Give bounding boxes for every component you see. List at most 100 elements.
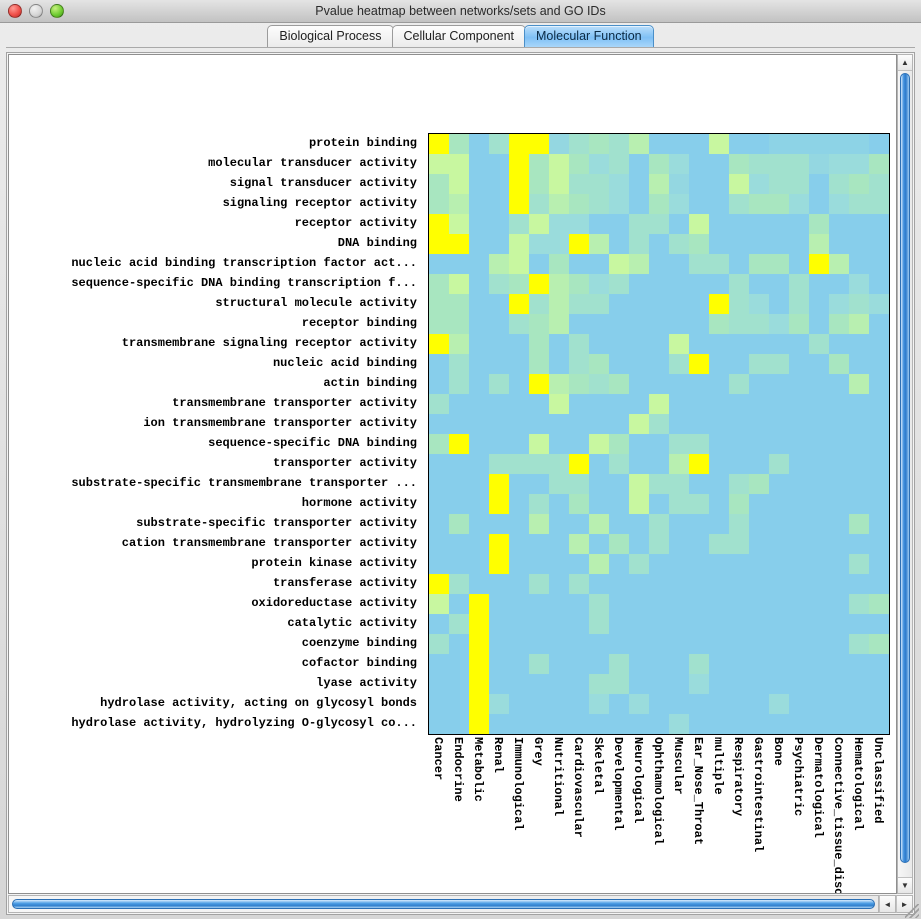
heatmap-cell[interactable] [549,154,569,174]
heatmap-cell[interactable] [549,474,569,494]
heatmap-cell[interactable] [529,414,549,434]
heatmap-cell[interactable] [809,654,829,674]
heatmap-cell[interactable] [809,714,829,734]
heatmap-cell[interactable] [609,414,629,434]
heatmap-cell[interactable] [589,714,609,734]
heatmap-cell[interactable] [589,494,609,514]
heatmap-cell[interactable] [769,694,789,714]
heatmap-cell[interactable] [649,714,669,734]
heatmap-cell[interactable] [689,174,709,194]
heatmap-cell[interactable] [489,534,509,554]
heatmap-cell[interactable] [709,694,729,714]
heatmap-cell[interactable] [509,614,529,634]
heatmap-cell[interactable] [789,174,809,194]
heatmap-cell[interactable] [469,334,489,354]
heatmap-cell[interactable] [809,254,829,274]
heatmap-cell[interactable] [769,674,789,694]
heatmap-cell[interactable] [869,174,889,194]
heatmap-cell[interactable] [869,594,889,614]
heatmap-cell[interactable] [729,394,749,414]
heatmap-cell[interactable] [829,554,849,574]
heatmap-cell[interactable] [709,314,729,334]
heatmap-cell[interactable] [609,354,629,374]
heatmap-cell[interactable] [509,494,529,514]
heatmap-cell[interactable] [789,614,809,634]
heatmap-cell[interactable] [789,634,809,654]
heatmap-cell[interactable] [809,314,829,334]
heatmap-cell[interactable] [569,314,589,334]
heatmap-cell[interactable] [689,654,709,674]
heatmap-cell[interactable] [429,394,449,414]
heatmap-cell[interactable] [469,314,489,334]
heatmap-cell[interactable] [569,494,589,514]
heatmap-cell[interactable] [749,554,769,574]
horizontal-scrollbar[interactable]: ◄ ► [8,895,913,913]
heatmap-cell[interactable] [569,174,589,194]
heatmap-cell[interactable] [869,334,889,354]
heatmap-cell[interactable] [649,134,669,154]
heatmap-cell[interactable] [629,314,649,334]
heatmap-cell[interactable] [729,414,749,434]
heatmap-cell[interactable] [709,374,729,394]
heatmap-cell[interactable] [569,454,589,474]
heatmap-cell[interactable] [569,534,589,554]
heatmap-cell[interactable] [729,494,749,514]
heatmap-cell[interactable] [709,554,729,574]
heatmap-cell[interactable] [769,254,789,274]
heatmap-cell[interactable] [869,554,889,574]
heatmap-cell[interactable] [449,254,469,274]
heatmap-cell[interactable] [629,474,649,494]
heatmap-cell[interactable] [629,714,649,734]
heatmap-cell[interactable] [429,674,449,694]
heatmap-cell[interactable] [489,454,509,474]
heatmap-cell[interactable] [849,414,869,434]
heatmap-cell[interactable] [609,534,629,554]
heatmap-cell[interactable] [449,694,469,714]
heatmap-cell[interactable] [609,454,629,474]
heatmap-cell[interactable] [589,594,609,614]
heatmap-cell[interactable] [569,434,589,454]
heatmap-cell[interactable] [809,334,829,354]
heatmap-cell[interactable] [849,134,869,154]
heatmap-cell[interactable] [469,714,489,734]
heatmap-cell[interactable] [689,694,709,714]
heatmap-cell[interactable] [429,294,449,314]
heatmap-cell[interactable] [709,414,729,434]
heatmap-cell[interactable] [589,514,609,534]
heatmap-cell[interactable] [529,374,549,394]
heatmap-cell[interactable] [769,454,789,474]
heatmap-cell[interactable] [689,314,709,334]
heatmap-cell[interactable] [509,334,529,354]
heatmap-cell[interactable] [869,374,889,394]
heatmap-cell[interactable] [469,474,489,494]
heatmap-cell[interactable] [469,594,489,614]
heatmap-cell[interactable] [849,354,869,374]
heatmap-cell[interactable] [769,354,789,374]
heatmap-cell[interactable] [429,214,449,234]
heatmap-cell[interactable] [469,254,489,274]
heatmap-cell[interactable] [789,654,809,674]
heatmap-cell[interactable] [749,334,769,354]
heatmap-cell[interactable] [649,454,669,474]
heatmap-cell[interactable] [849,534,869,554]
heatmap-cell[interactable] [829,194,849,214]
heatmap-cell[interactable] [629,454,649,474]
heatmap-cell[interactable] [549,134,569,154]
heatmap-cell[interactable] [449,654,469,674]
heatmap-cell[interactable] [449,574,469,594]
heatmap-cell[interactable] [669,594,689,614]
heatmap-cell[interactable] [649,154,669,174]
heatmap-cell[interactable] [829,714,849,734]
heatmap-cell[interactable] [609,554,629,574]
heatmap-cell[interactable] [829,654,849,674]
heatmap-cell[interactable] [429,154,449,174]
heatmap-cell[interactable] [509,534,529,554]
heatmap-cell[interactable] [469,614,489,634]
heatmap-cell[interactable] [849,554,869,574]
heatmap-cell[interactable] [749,374,769,394]
heatmap-cell[interactable] [729,674,749,694]
heatmap-cell[interactable] [449,394,469,414]
heatmap-cell[interactable] [689,234,709,254]
heatmap-cell[interactable] [789,674,809,694]
heatmap-cell[interactable] [869,294,889,314]
